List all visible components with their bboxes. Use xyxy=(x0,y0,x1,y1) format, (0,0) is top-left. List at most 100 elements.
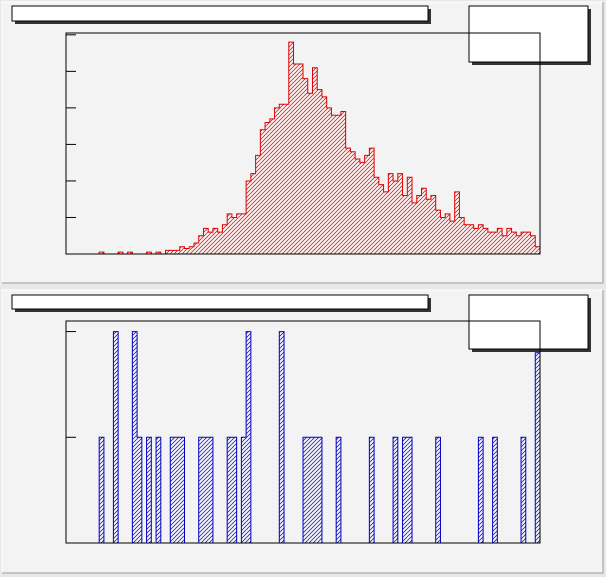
bar xyxy=(236,213,242,254)
bar xyxy=(487,232,493,254)
bar xyxy=(312,67,318,254)
bar xyxy=(359,162,365,254)
bar xyxy=(426,199,431,254)
bar xyxy=(416,195,422,254)
bar xyxy=(445,213,450,254)
bar xyxy=(412,202,417,254)
bar xyxy=(156,437,161,543)
bar xyxy=(530,235,536,254)
bar xyxy=(383,191,389,254)
bar xyxy=(127,252,133,254)
bar xyxy=(492,232,498,254)
bar xyxy=(345,148,351,254)
bar xyxy=(459,217,465,254)
bar xyxy=(137,437,142,543)
bar xyxy=(284,104,289,254)
bar xyxy=(402,437,408,543)
bar xyxy=(113,331,119,543)
bar xyxy=(331,115,337,254)
bar xyxy=(483,228,488,254)
bar xyxy=(99,437,104,543)
bar xyxy=(208,437,213,543)
bar xyxy=(511,232,517,254)
frame xyxy=(65,32,541,255)
bar xyxy=(449,221,455,254)
bar xyxy=(175,250,180,254)
bar xyxy=(198,235,204,254)
bar xyxy=(241,437,247,543)
bar xyxy=(303,78,308,254)
bar xyxy=(269,118,275,254)
bar xyxy=(435,437,441,543)
bar xyxy=(378,184,384,254)
bar xyxy=(288,42,294,254)
bar xyxy=(492,437,498,543)
bar xyxy=(307,437,313,543)
bar xyxy=(388,173,394,254)
bar xyxy=(198,437,204,543)
bar xyxy=(312,437,318,543)
bar xyxy=(99,252,104,254)
bar xyxy=(506,228,512,254)
bar xyxy=(255,155,261,254)
bar xyxy=(246,180,251,254)
bar xyxy=(350,151,356,254)
bar xyxy=(397,173,403,254)
bar xyxy=(521,232,526,254)
bar xyxy=(497,228,503,254)
bar xyxy=(516,235,522,254)
bar xyxy=(321,96,327,254)
bar xyxy=(179,437,185,543)
bar xyxy=(317,89,322,254)
bar xyxy=(217,232,223,254)
bar xyxy=(502,235,507,254)
bar xyxy=(146,437,152,543)
bar xyxy=(265,122,270,254)
bar xyxy=(231,217,237,254)
bar xyxy=(340,111,346,254)
bar xyxy=(227,437,232,543)
bar xyxy=(521,437,526,543)
bar xyxy=(179,246,185,254)
bar xyxy=(203,228,209,254)
bar xyxy=(355,159,360,254)
bar xyxy=(165,250,171,254)
bar xyxy=(407,177,413,254)
bar xyxy=(250,173,256,254)
bar xyxy=(175,437,180,543)
bar xyxy=(303,437,308,543)
bar xyxy=(118,252,123,254)
bar xyxy=(369,437,375,543)
bar xyxy=(203,437,209,543)
bar xyxy=(336,115,341,254)
bar xyxy=(208,232,213,254)
bar xyxy=(189,246,194,254)
bar xyxy=(170,250,176,254)
bar xyxy=(274,107,280,254)
bar xyxy=(212,228,218,254)
bar xyxy=(535,352,540,543)
bar xyxy=(146,252,152,254)
bar xyxy=(326,107,332,254)
bar xyxy=(307,93,313,254)
bar xyxy=(435,210,441,254)
bar xyxy=(279,331,285,543)
bar xyxy=(535,246,540,254)
bar xyxy=(156,252,161,254)
bar xyxy=(430,195,436,254)
bar xyxy=(393,437,398,543)
bar xyxy=(407,437,413,543)
bar xyxy=(374,177,379,254)
bar xyxy=(478,224,484,254)
bar xyxy=(454,191,460,254)
bar xyxy=(473,228,479,254)
bar xyxy=(132,331,138,543)
bar xyxy=(402,195,408,254)
bar xyxy=(317,437,322,543)
bar xyxy=(369,148,375,254)
bar xyxy=(227,213,232,254)
bar xyxy=(241,213,247,254)
bar xyxy=(393,180,398,254)
bar xyxy=(464,224,469,254)
